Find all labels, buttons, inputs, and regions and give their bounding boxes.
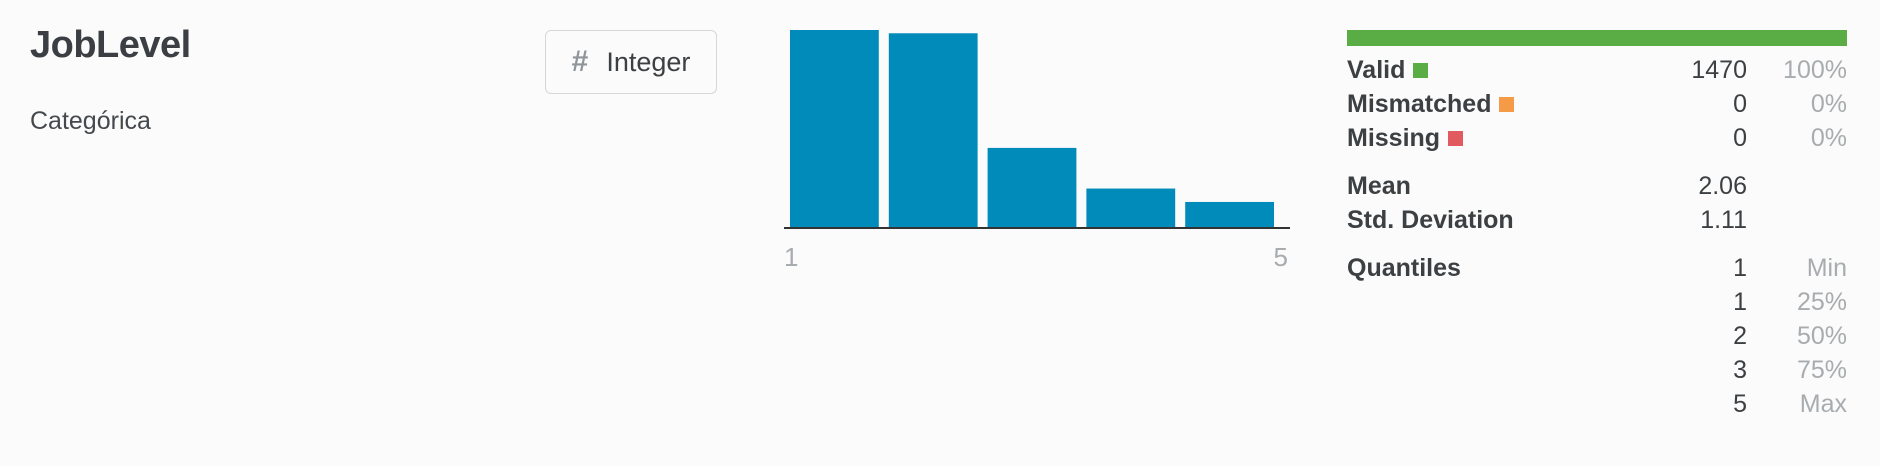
histogram-bar-2[interactable] bbox=[888, 33, 978, 227]
mean-value: 2.06 bbox=[1698, 172, 1747, 200]
missing-row: Missing 0 0% bbox=[1347, 124, 1847, 158]
quantile-label: 50% bbox=[1796, 322, 1847, 350]
quantile-row-75: 3 75% bbox=[1347, 356, 1847, 390]
quantile-row-50: 2 50% bbox=[1347, 322, 1847, 356]
mismatched-row: Mismatched 0 0% bbox=[1347, 90, 1847, 124]
type-badge[interactable]: # Integer bbox=[545, 30, 717, 94]
quantile-row-max: 5 Max bbox=[1347, 390, 1847, 424]
valid-swatch-icon bbox=[1413, 63, 1429, 78]
missing-label: Missing bbox=[1347, 124, 1441, 152]
column-title: JobLevel bbox=[30, 24, 191, 66]
quantile-value: 5 bbox=[1733, 390, 1747, 418]
quantile-row-min: Quantiles 1 Min bbox=[1347, 254, 1847, 288]
stats-panel: Valid 1470 100% Mismatched 0 0% Missing … bbox=[1347, 30, 1847, 424]
histogram-bar-4[interactable] bbox=[1086, 188, 1176, 227]
mismatched-count: 0 bbox=[1733, 90, 1747, 118]
mean-label: Mean bbox=[1347, 172, 1411, 200]
mismatched-pct: 0% bbox=[1810, 90, 1847, 118]
histogram-bar-1[interactable] bbox=[790, 30, 879, 227]
histogram-bar-3[interactable] bbox=[987, 147, 1077, 227]
quantile-label: Min bbox=[1806, 254, 1847, 282]
quantile-label: 25% bbox=[1796, 288, 1847, 316]
missing-count: 0 bbox=[1733, 124, 1747, 152]
missing-pct: 0% bbox=[1810, 124, 1847, 152]
quantile-label: Max bbox=[1799, 390, 1847, 418]
quantile-value: 1 bbox=[1733, 254, 1747, 282]
std-label: Std. Deviation bbox=[1347, 206, 1514, 234]
hash-icon: # bbox=[571, 45, 589, 78]
mismatched-swatch-icon bbox=[1499, 97, 1515, 112]
column-subtitle: Categórica bbox=[30, 107, 151, 135]
histogram-chart: 1 5 bbox=[784, 30, 1290, 272]
missing-swatch-icon bbox=[1448, 131, 1464, 146]
valid-pct: 100% bbox=[1783, 56, 1847, 84]
x-tick-max: 5 bbox=[1274, 242, 1288, 272]
type-label: Integer bbox=[606, 46, 691, 77]
quantile-label: 75% bbox=[1796, 356, 1847, 384]
quantile-value: 2 bbox=[1733, 322, 1747, 350]
histogram-bar-5[interactable] bbox=[1185, 201, 1274, 227]
std-row: Std. Deviation 1.11 bbox=[1347, 206, 1847, 240]
quantile-value: 1 bbox=[1733, 288, 1747, 316]
quantiles-label: Quantiles bbox=[1347, 254, 1461, 282]
valid-label: Valid bbox=[1347, 56, 1406, 84]
std-value: 1.11 bbox=[1700, 206, 1747, 234]
column-header: JobLevel Categórica bbox=[30, 24, 191, 136]
mean-row: Mean 2.06 bbox=[1347, 172, 1847, 206]
quantile-row-25: 1 25% bbox=[1347, 288, 1847, 322]
x-tick-min: 1 bbox=[784, 242, 798, 272]
mismatched-label: Mismatched bbox=[1347, 90, 1492, 118]
quantile-value: 3 bbox=[1733, 356, 1747, 384]
valid-count: 1470 bbox=[1691, 56, 1747, 84]
valid-row: Valid 1470 100% bbox=[1347, 56, 1847, 90]
quality-bar bbox=[1347, 30, 1847, 46]
